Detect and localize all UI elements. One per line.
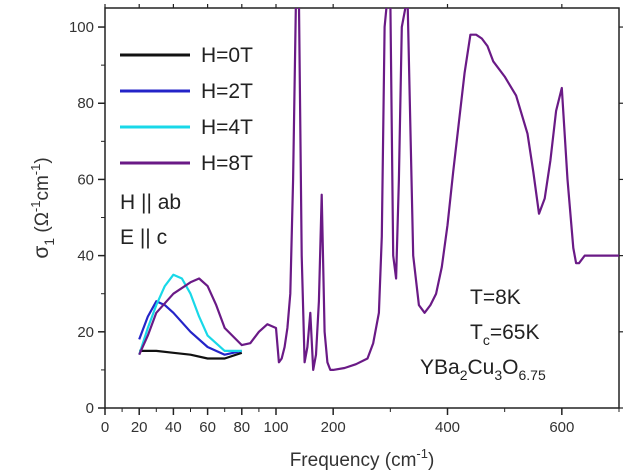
formula-part-5: O <box>502 356 518 379</box>
x-tick-label-600: 600 <box>549 419 574 436</box>
x-tick-label-0: 0 <box>101 419 109 436</box>
formula-part-4: 3 <box>494 367 502 383</box>
x-axis: 0 20 40 60 80 100 200 400 600 <box>101 4 620 436</box>
y-axis-label-close: ) <box>32 157 53 163</box>
x-axis-label-end: ) <box>428 450 434 471</box>
x-tick-label-100: 100 <box>263 419 288 436</box>
y-tick-label-20: 20 <box>77 324 94 341</box>
series-layer <box>138 8 619 371</box>
y-axis-label-sigma: σ <box>30 246 53 259</box>
y-axis: 0 20 40 60 80 100 <box>69 19 623 417</box>
annotation-tc-main: T <box>470 321 483 344</box>
annotation-field-orientation: H || ab <box>120 191 181 214</box>
series-line-h4t <box>138 273 242 356</box>
formula-part-1: YBa <box>420 356 460 379</box>
y-axis-label-open: (Ω <box>32 212 53 238</box>
legend-label-h0t: H=0T <box>201 44 253 67</box>
y-axis-label: σ1 (Ω-1cm-1) <box>28 157 57 258</box>
y-axis-label-sup1: -1 <box>28 201 43 213</box>
x-tick-label-60: 60 <box>199 419 216 436</box>
x-axis-label: Frequency (cm-1) <box>290 446 435 471</box>
series-line-h2t <box>138 300 243 356</box>
formula-part-3: Cu <box>468 356 495 379</box>
annotation-polarization: E || c <box>120 226 167 249</box>
series-line-h8t <box>138 8 619 371</box>
x-axis-label-main: Frequency (cm <box>290 450 417 471</box>
legend-label-h2t: H=2T <box>201 80 253 103</box>
annotation-tc-end: =65K <box>490 321 540 344</box>
y-axis-label-sub: 1 <box>41 238 57 246</box>
formula-part-6: 6.75 <box>519 367 546 383</box>
annotation-temperature: T=8K <box>470 286 521 309</box>
x-tick-label-80: 80 <box>233 419 250 436</box>
x-tick-label-400: 400 <box>435 419 460 436</box>
x-tick-label-20: 20 <box>131 419 148 436</box>
y-tick-label-40: 40 <box>77 248 94 265</box>
y-tick-label-60: 60 <box>77 171 94 188</box>
legend: H=0T H=2T H=4T H=8T <box>120 44 253 175</box>
y-axis-label-cm: cm <box>32 175 53 200</box>
x-tick-label-200: 200 <box>321 419 346 436</box>
annotation-tc-sub: c <box>483 332 490 348</box>
annotation-tc: Tc=65K <box>470 321 539 348</box>
x-tick-label-40: 40 <box>165 419 182 436</box>
annotation-compound: YBa2Cu3O6.75 <box>420 356 546 383</box>
legend-label-h4t: H=4T <box>201 116 253 139</box>
y-tick-label-0: 0 <box>86 400 94 417</box>
series-line-h0t <box>139 349 243 360</box>
formula-part-2: 2 <box>460 367 468 383</box>
y-tick-label-80: 80 <box>77 95 94 112</box>
y-tick-label-100: 100 <box>69 19 94 36</box>
y-axis-label-sup2: -1 <box>28 164 43 176</box>
plot-frame <box>104 7 620 409</box>
x-axis-label-sup: -1 <box>416 446 428 461</box>
legend-label-h8t: H=8T <box>201 152 253 175</box>
